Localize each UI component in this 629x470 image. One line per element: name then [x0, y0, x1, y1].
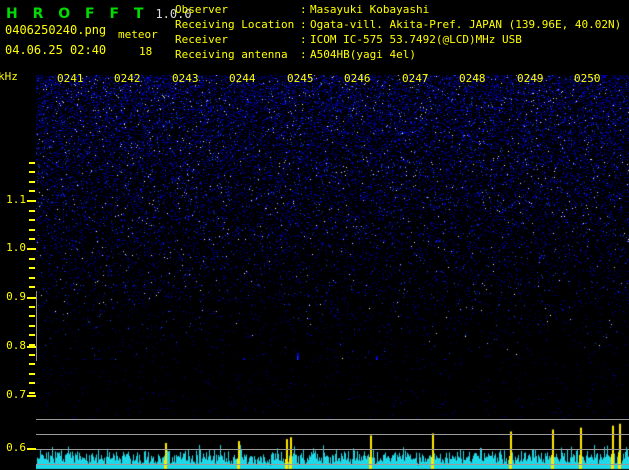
- x-tick-label: 0241: [57, 72, 84, 85]
- y-minor-tick: [29, 258, 35, 260]
- info-separator: :: [300, 48, 307, 61]
- x-tick-label: 0247: [402, 72, 429, 85]
- y-axis: kHz 1.1 1.0 0.9 0.8 0.7 0.6: [0, 70, 36, 454]
- x-axis-labels: 0241 0242 0243 0244 0245 0246 0247 0248 0249 0250: [0, 72, 629, 86]
- y-minor-tick: [29, 181, 35, 183]
- x-tick-label: 0243: [172, 72, 199, 85]
- y-tick-label: 0.6: [6, 441, 26, 454]
- filename-label: 0406250240.png: [5, 23, 107, 37]
- app-name-letters: H R O F F T: [6, 6, 149, 22]
- amplitude-canvas: [36, 361, 629, 470]
- y-minor-tick: [29, 190, 35, 192]
- y-minor-tick: [29, 344, 35, 346]
- info-row: Receiving Location: Ogata-vill. Akita-Pre…: [175, 17, 621, 32]
- x-tick-label: 0246: [344, 72, 371, 85]
- axis-spine: [36, 291, 37, 361]
- y-minor-tick: [29, 229, 35, 231]
- y-minor-tick: [29, 171, 35, 173]
- y-minor-tick: [29, 267, 35, 269]
- y-minor-tick: [29, 392, 35, 394]
- y-tick-label: 1.0: [6, 241, 26, 254]
- info-value: ICOM IC-575 53.7492(@LCD)MHz USB: [310, 33, 522, 46]
- info-key: Receiver: [175, 33, 228, 46]
- header-panel: H R O F F T 1.0.0 0406250240.png 04.06.25…: [0, 0, 629, 70]
- y-major-tick: [27, 346, 36, 348]
- y-minor-tick: [29, 306, 35, 308]
- meteor-count-label: meteor: [118, 28, 158, 41]
- info-value: A504HB(yagi 4el): [310, 48, 416, 61]
- info-value: Masayuki Kobayashi: [310, 3, 430, 16]
- spectrogram-canvas: [36, 75, 629, 360]
- y-minor-tick: [29, 286, 35, 288]
- datetime-label: 04.06.25 02:40: [5, 43, 107, 57]
- info-row: Receiving antenna: A504HB(yagi 4el): [175, 47, 621, 62]
- spectrogram-panel: 0241 0242 0243 0244 0245 0246 0247 0248 0249 0250…: [0, 70, 629, 470]
- y-minor-tick: [29, 315, 35, 317]
- info-row: Receiver: ICOM IC-575 53.7492(@LCD)MHz US…: [175, 32, 621, 47]
- amplitude-panel: [36, 361, 629, 470]
- info-row: Observer: Masayuki Kobayashi: [175, 2, 621, 17]
- y-tick-label: 1.1: [6, 193, 26, 206]
- y-minor-tick: [29, 363, 35, 365]
- y-major-tick: [27, 248, 36, 250]
- y-minor-tick: [29, 382, 35, 384]
- app-version: 1.0.0: [155, 7, 192, 21]
- y-minor-tick: [29, 219, 35, 221]
- observation-info: Observer: Masayuki Kobayashi Receiving Loc…: [175, 2, 621, 62]
- app-title: H R O F F T 1.0.0: [6, 3, 192, 22]
- y-tick-label: 0.9: [6, 290, 26, 303]
- info-separator: :: [300, 18, 307, 31]
- info-key: Observer: [175, 3, 228, 16]
- info-key: Receiving Location: [175, 18, 295, 31]
- y-minor-tick: [29, 334, 35, 336]
- y-tick-label: 0.7: [6, 388, 26, 401]
- y-axis-unit: kHz: [0, 70, 18, 83]
- x-tick-label: 0248: [459, 72, 486, 85]
- y-minor-tick: [29, 210, 35, 212]
- y-major-tick: [27, 297, 36, 299]
- y-minor-tick: [29, 325, 35, 327]
- info-separator: :: [300, 33, 307, 46]
- meteor-count-value: 18: [139, 45, 153, 58]
- y-minor-tick: [29, 162, 35, 164]
- y-minor-tick: [29, 354, 35, 356]
- x-tick-label: 0244: [229, 72, 256, 85]
- x-tick-label: 0245: [287, 72, 314, 85]
- y-minor-tick: [29, 373, 35, 375]
- y-major-tick: [27, 200, 36, 202]
- info-value: Ogata-vill. Akita-Pref. JAPAN (139.96E, …: [310, 18, 622, 31]
- y-tick-label: 0.8: [6, 339, 26, 352]
- info-separator: :: [300, 3, 307, 16]
- x-tick-label: 0249: [517, 72, 544, 85]
- x-tick-label: 0242: [114, 72, 141, 85]
- info-key: Receiving antenna: [175, 48, 288, 61]
- y-minor-tick: [29, 277, 35, 279]
- y-major-tick: [27, 448, 36, 450]
- x-tick-label: 0250: [574, 72, 601, 85]
- y-major-tick: [27, 395, 36, 397]
- spectrogram-image: [36, 75, 629, 360]
- y-minor-tick: [29, 238, 35, 240]
